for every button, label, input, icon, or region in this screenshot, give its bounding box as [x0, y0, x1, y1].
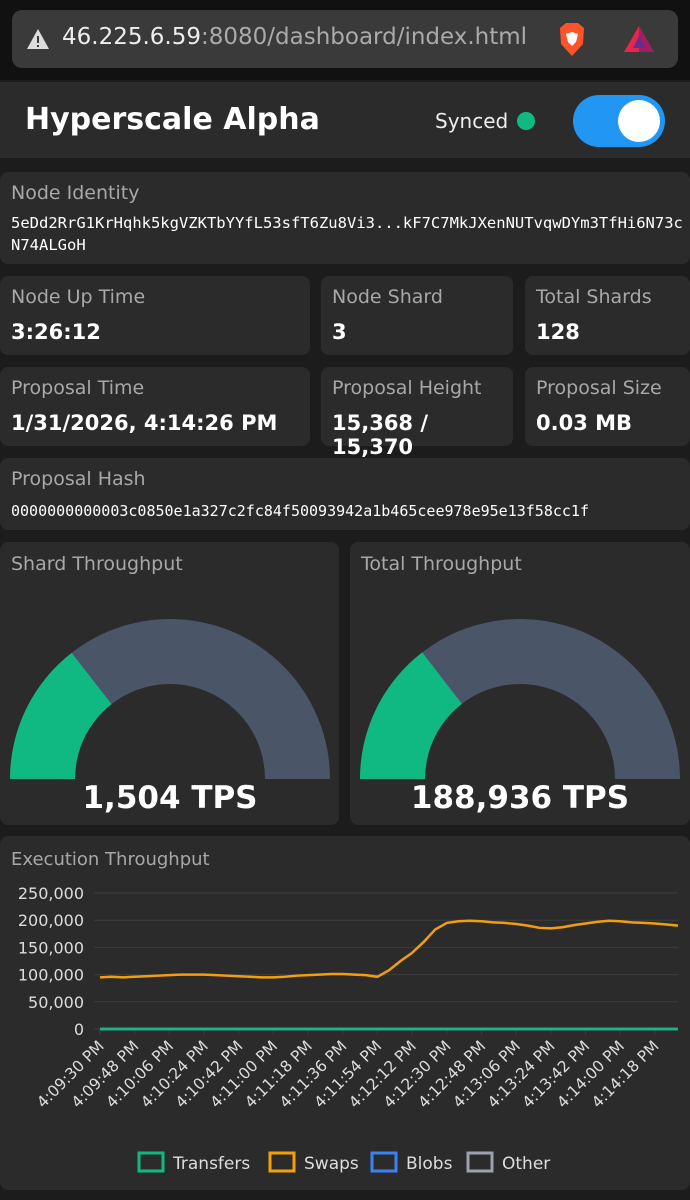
gauge-fill — [360, 652, 462, 779]
stat-card: Proposal Height 15,368 / 15,370 — [321, 367, 513, 459]
chart-title: Execution Throughput — [11, 849, 210, 870]
warning-icon — [27, 29, 49, 49]
card-label: Proposal Hash — [11, 468, 146, 490]
legend-label[interactable]: Blobs — [406, 1154, 453, 1174]
stat-card: Proposal Time 1/31/2026, 4:14:26 PM — [0, 367, 310, 446]
legend-swatch[interactable] — [268, 1151, 296, 1173]
card-label: Node Identity — [11, 182, 140, 204]
stat-card: Total Shards 128 — [525, 276, 690, 355]
status: Synced — [435, 109, 509, 133]
legend-label[interactable]: Transfers — [172, 1154, 250, 1174]
card-value: 1/31/2026, 4:14:26 PM — [11, 411, 278, 435]
card-label: Node Shard — [332, 286, 443, 308]
card-label: Total Shards — [536, 286, 652, 308]
y-tick-label: 200,000 — [18, 911, 84, 930]
y-tick-label: 50,000 — [28, 993, 84, 1012]
y-tick-label: 0 — [74, 1020, 84, 1039]
stat-card: Proposal Size 0.03 MB — [525, 367, 690, 446]
identity-card: Node Identity 5eDd2RrG1KrHqhk5kgVZKTbYYf… — [0, 172, 690, 264]
brave-icon[interactable] — [556, 22, 588, 58]
url-path: :8080/dashboard/index.html — [201, 24, 528, 50]
card-value: 128 — [536, 320, 580, 344]
card-value: 5eDd2RrG1KrHqhk5kgVZKTbYYfL53sfT6Zu8Vi3.… — [11, 214, 683, 254]
toggle-knob — [618, 100, 660, 142]
card-value: 0.03 MB — [536, 411, 633, 435]
stat-card: Node Shard 3 — [321, 276, 513, 355]
legend-swatch[interactable] — [370, 1151, 398, 1173]
chart-card — [0, 836, 690, 1190]
card-value: 3:26:12 — [11, 320, 101, 344]
y-tick-label: 250,000 — [18, 884, 84, 903]
gauge-title: Shard Throughput — [11, 553, 183, 575]
y-tick-label: 100,000 — [18, 966, 84, 985]
gauge-track — [10, 619, 330, 779]
gauge-fill — [10, 652, 112, 779]
card-value: 3 — [332, 320, 347, 344]
series-line — [99, 919, 679, 979]
toggle[interactable] — [573, 95, 665, 147]
rewards-icon[interactable] — [622, 24, 656, 54]
card-value: 0000000000003c0850e1a327c2fc84f50093942a… — [11, 502, 589, 520]
card-label: Node Up Time — [11, 286, 146, 308]
y-tick-label: 150,000 — [18, 938, 84, 957]
status-dot — [517, 112, 535, 130]
title: Hyperscale Alpha — [25, 102, 320, 137]
gauge-track — [360, 619, 680, 779]
legend-swatch[interactable] — [137, 1151, 165, 1173]
card-label: Proposal Size — [536, 377, 662, 399]
url-text: 46.225.6.59:8080/dashboard/index.html — [62, 24, 527, 50]
card-label: Proposal Height — [332, 377, 482, 399]
gauge-value: 1,504 TPS — [82, 780, 257, 816]
legend-label[interactable]: Other — [502, 1154, 550, 1174]
gauge-title: Total Throughput — [360, 553, 522, 575]
card-value: 15,368 / 15,370 — [332, 411, 429, 459]
hash-card: Proposal Hash 0000000000003c0850e1a327c2… — [0, 458, 690, 530]
stat-card: Node Up Time 3:26:12 — [0, 276, 310, 355]
header: Hyperscale Alpha Synced — [0, 82, 690, 158]
card-label: Proposal Time — [11, 377, 145, 399]
url-bar[interactable]: 46.225.6.59:8080/dashboard/index.html — [12, 10, 678, 68]
browser-bar: 46.225.6.59:8080/dashboard/index.html — [0, 0, 690, 80]
legend-swatch[interactable] — [466, 1151, 494, 1173]
url-host: 46.225.6.59 — [62, 24, 201, 50]
legend-label[interactable]: Swaps — [304, 1154, 359, 1174]
gauge-value: 188,936 TPS — [411, 780, 629, 816]
